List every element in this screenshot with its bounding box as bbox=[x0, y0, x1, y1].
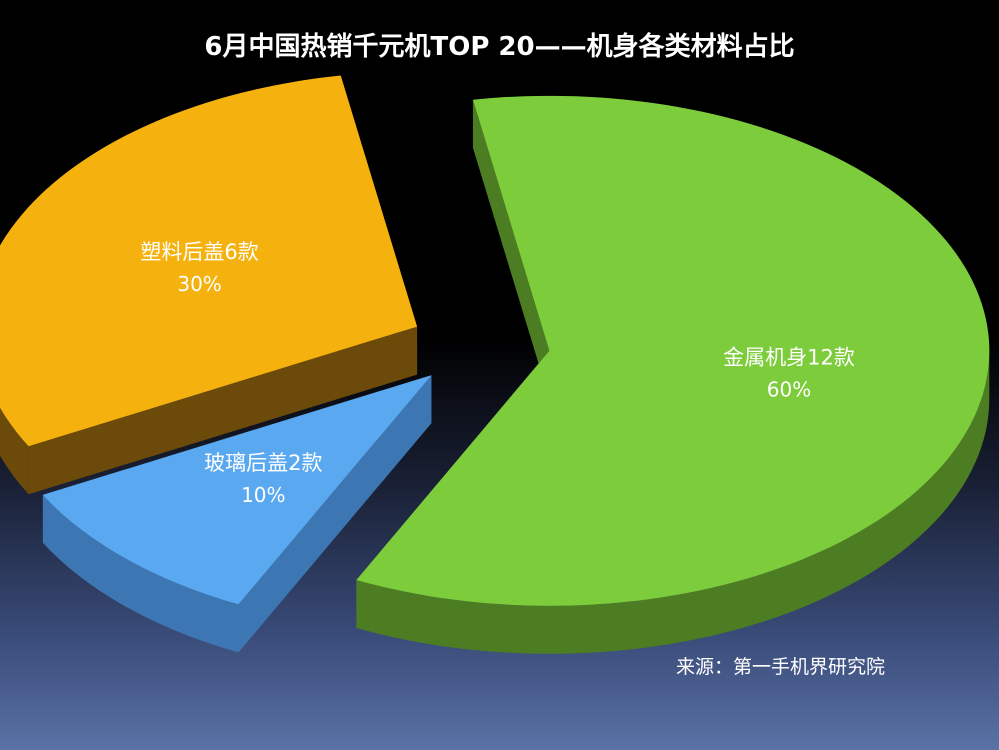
slice-rim-1 bbox=[42, 494, 239, 653]
slice-label-0: 金属机身12款 bbox=[723, 345, 855, 369]
chart-title: 6月中国热销千元机TOP 20——机身各类材料占比 bbox=[204, 32, 795, 62]
slice-cut-2-0 bbox=[28, 326, 418, 495]
slice-percent-1: 10% bbox=[241, 483, 285, 507]
pie-labels-layer: 金属机身12款 60% 玻璃后盖2款 10% 塑料后盖6款 30% bbox=[140, 240, 854, 507]
slice-label-1: 玻璃后盖2款 bbox=[204, 451, 322, 475]
source-note: 来源：第一手机界研究院 bbox=[676, 656, 886, 678]
slice-1 bbox=[42, 375, 432, 605]
slice-0 bbox=[356, 95, 990, 606]
slice-label-2: 塑料后盖6款 bbox=[140, 240, 258, 264]
slice-rim-2 bbox=[0, 407, 29, 495]
pie-tops-layer bbox=[0, 75, 990, 606]
slice-cut-0-0 bbox=[472, 99, 550, 399]
slice-percent-0: 60% bbox=[767, 377, 811, 401]
slice-rim-0 bbox=[356, 350, 990, 654]
slice-percent-2: 30% bbox=[177, 272, 221, 296]
slice-2 bbox=[0, 75, 418, 447]
slice-cut-1-0 bbox=[238, 375, 432, 653]
